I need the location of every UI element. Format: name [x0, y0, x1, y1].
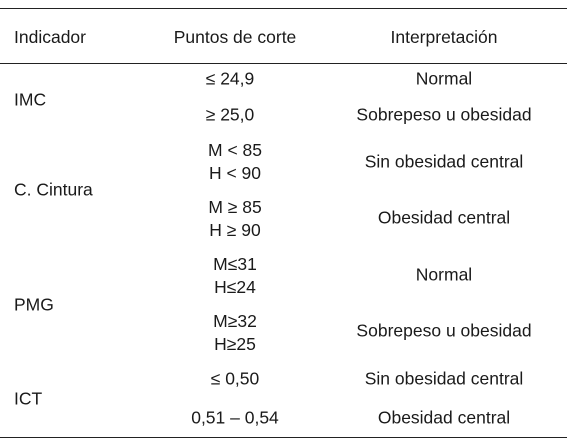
interpretacion-c-cintura-2: Obesidad central [377, 207, 511, 228]
puntos-pmg-2a: M≥32 [213, 311, 257, 331]
table-header-rule [0, 63, 567, 64]
puntos-ict-2: 0,51 – 0,54 [191, 407, 279, 428]
interpretacion-pmg-2: Sobrepeso u obesidad [356, 320, 532, 341]
table-top-rule [0, 8, 567, 9]
puntos-imc-1: ≤ 24,9 [205, 68, 255, 89]
table-bottom-rule [0, 437, 567, 438]
puntos-imc-2: ≥ 25,0 [205, 104, 255, 125]
puntos-pmg-1a: M≤31 [213, 254, 257, 274]
header-interpretacion: Interpretación [390, 27, 498, 47]
puntos-c-cintura-1a: M < 85 [208, 140, 262, 160]
header-indicador: Indicador [14, 27, 86, 47]
interpretacion-ict-1: Sin obesidad central [364, 368, 524, 389]
puntos-ict-1: ≤ 0,50 [210, 368, 260, 389]
interpretacion-imc-2: Sobrepeso u obesidad [356, 104, 532, 125]
puntos-pmg-2b: H≥25 [214, 334, 256, 354]
interpretacion-ict-2: Obesidad central [377, 407, 511, 428]
puntos-c-cintura-2a: M ≥ 85 [208, 197, 262, 217]
puntos-c-cintura-2b: H ≥ 90 [209, 220, 261, 240]
indicador-imc: IMC [14, 89, 47, 110]
header-puntos-de-corte: Puntos de corte [173, 27, 297, 47]
puntos-c-cintura-1b: H < 90 [208, 163, 262, 183]
indicador-pmg: PMG [14, 294, 54, 315]
interpretacion-pmg-1: Normal [415, 264, 473, 285]
indicador-c-cintura: C. Cintura [14, 179, 93, 200]
interpretacion-imc-1: Normal [415, 68, 473, 89]
indicador-ict: ICT [14, 388, 43, 409]
puntos-pmg-1b: H≤24 [214, 277, 256, 297]
interpretacion-c-cintura-1: Sin obesidad central [364, 151, 524, 172]
